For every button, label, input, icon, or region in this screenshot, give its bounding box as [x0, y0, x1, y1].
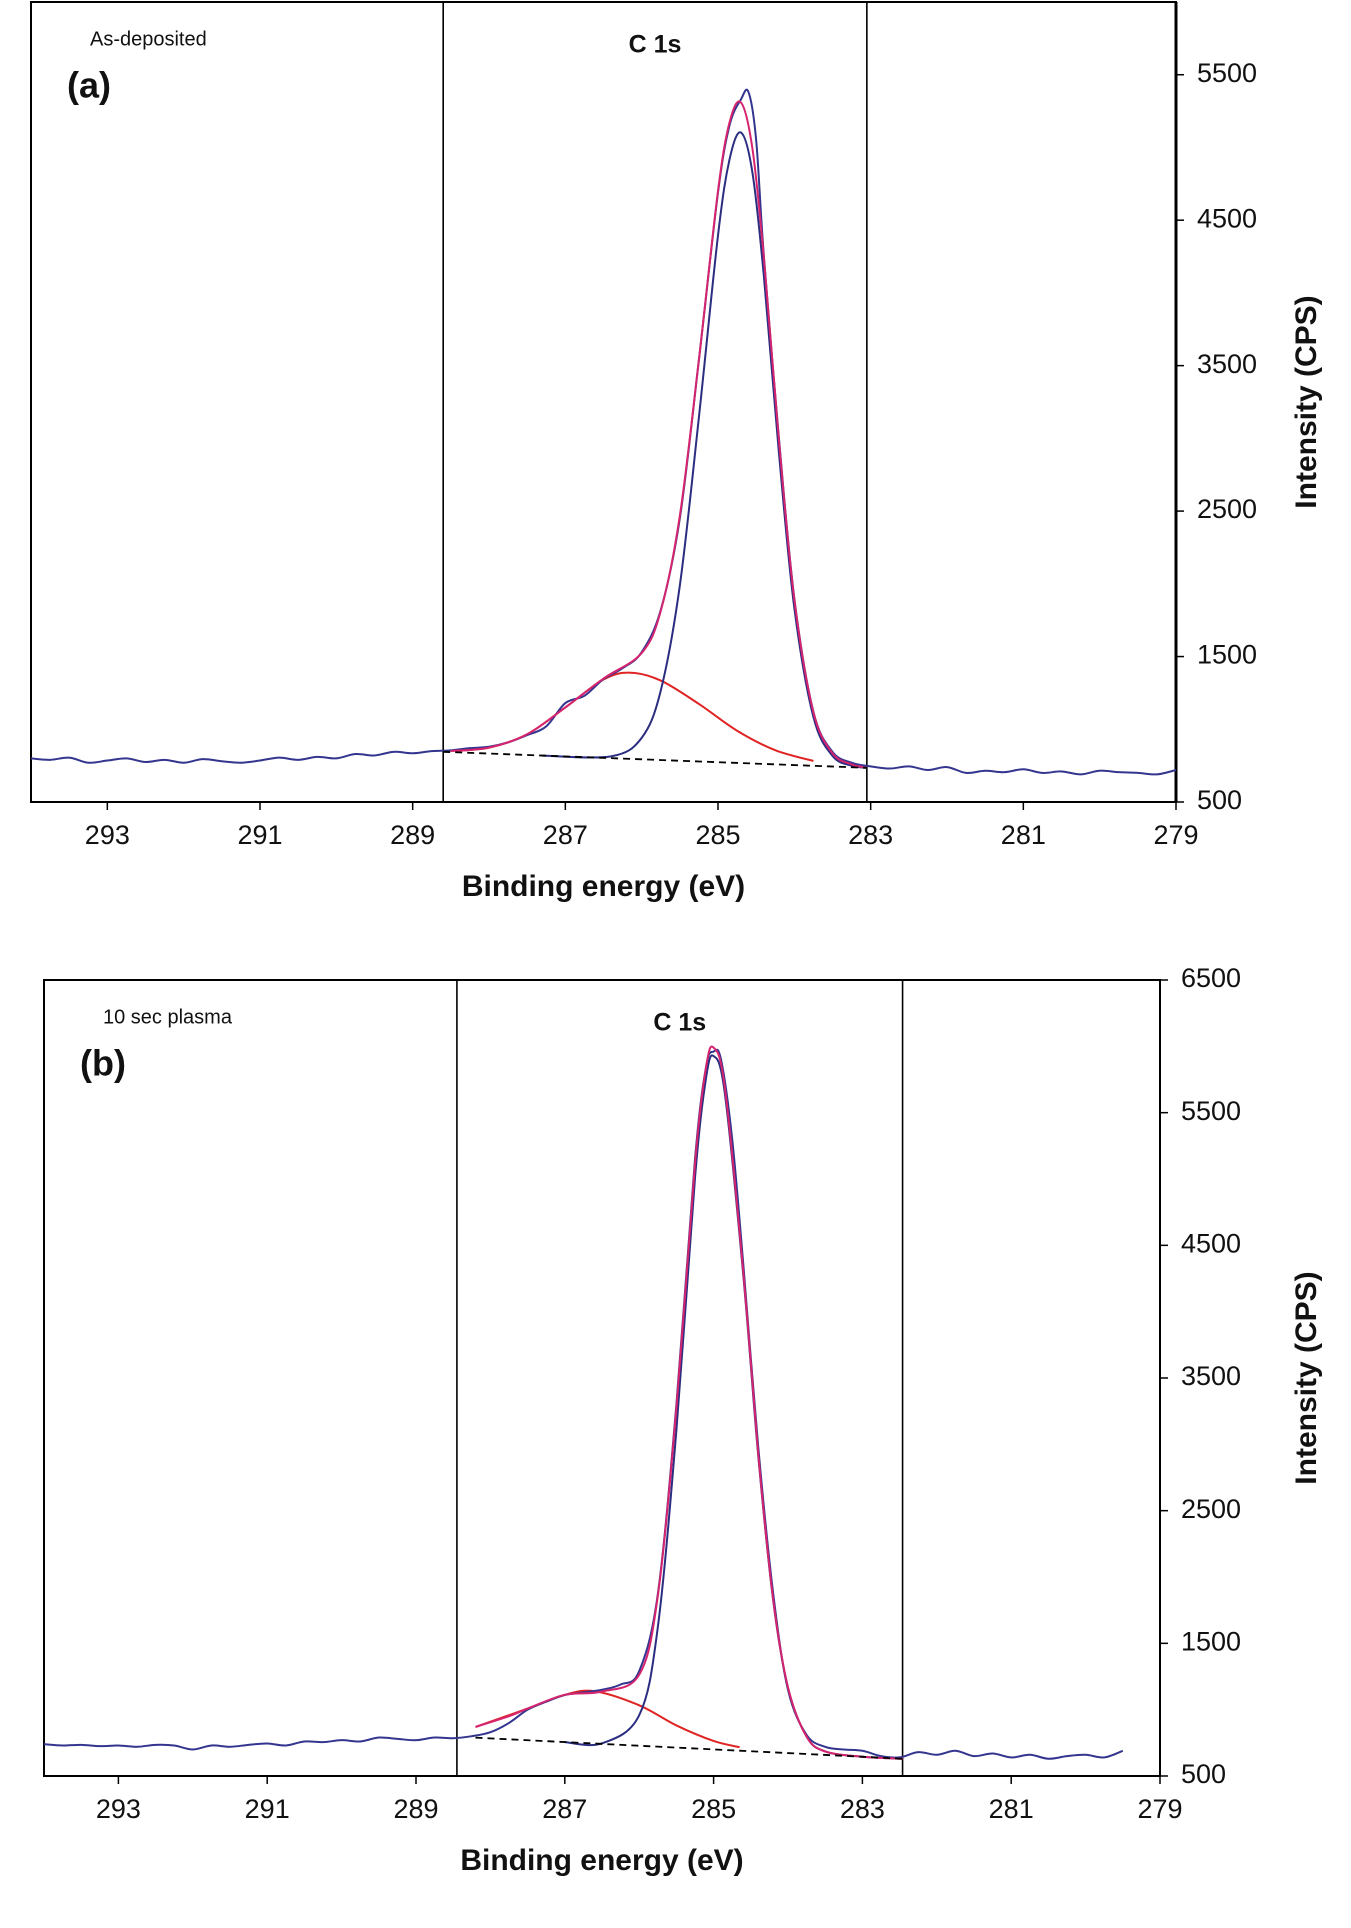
y-tick-label: 2500	[1181, 1494, 1241, 1524]
x-tick-label: 283	[848, 820, 893, 850]
peak-label: C 1s	[653, 1009, 706, 1037]
x-tick-label: 287	[542, 1794, 587, 1824]
y-tick-label: 2500	[1197, 494, 1257, 524]
y-tick-label: 5500	[1197, 58, 1257, 88]
x-tick-label: 279	[1153, 820, 1198, 850]
y-axis-title: Intensity (CPS)	[1290, 1271, 1323, 1484]
y-tick-label: 4500	[1181, 1228, 1241, 1258]
x-tick-label: 285	[691, 1794, 736, 1824]
plot-area	[31, 88, 1176, 776]
y-tick-label: 5500	[1181, 1096, 1241, 1126]
spectrum-line	[31, 88, 1176, 776]
x-tick-label: 281	[1001, 820, 1046, 850]
spectrum-line	[450, 100, 868, 769]
plot-frame	[43, 979, 1161, 1777]
panel-label: (a)	[67, 65, 111, 106]
spectrum-line	[475, 1045, 903, 1760]
y-tick-label: 3500	[1197, 349, 1257, 379]
y-axis-title: Intensity (CPS)	[1290, 295, 1323, 508]
y-tick-label: 1500	[1181, 1626, 1241, 1656]
x-tick-label: 291	[237, 820, 282, 850]
y-tick-label: 4500	[1197, 203, 1257, 233]
sample-label: 10 sec plasma	[103, 1006, 233, 1028]
x-tick-label: 283	[840, 1794, 885, 1824]
x-tick-label: 293	[85, 820, 130, 850]
plot-area	[44, 1045, 1124, 1760]
x-tick-label: 289	[393, 1794, 438, 1824]
x-tick-label: 289	[390, 820, 435, 850]
x-tick-label: 281	[989, 1794, 1034, 1824]
x-axis-title: Binding energy (eV)	[460, 1844, 743, 1877]
spectrum-line	[542, 131, 867, 769]
y-tick-label: 500	[1197, 785, 1242, 815]
panel-label: (b)	[80, 1043, 126, 1084]
y-tick-label: 6500	[1181, 963, 1241, 993]
peak-label: C 1s	[629, 31, 682, 59]
x-tick-label: 291	[245, 1794, 290, 1824]
spectrum-line	[44, 1048, 1124, 1760]
plot-frame	[30, 1, 1177, 803]
y-tick-label: 3500	[1181, 1361, 1241, 1391]
x-axis-title: Binding energy (eV)	[462, 870, 745, 903]
sample-label: As-deposited	[90, 28, 207, 50]
spectrum-line	[443, 750, 867, 769]
x-tick-label: 287	[543, 820, 588, 850]
y-tick-label: 1500	[1197, 640, 1257, 670]
x-tick-label: 279	[1137, 1794, 1182, 1824]
x-tick-label: 285	[695, 820, 740, 850]
y-tick-label: 500	[1181, 1759, 1226, 1789]
x-tick-label: 293	[96, 1794, 141, 1824]
